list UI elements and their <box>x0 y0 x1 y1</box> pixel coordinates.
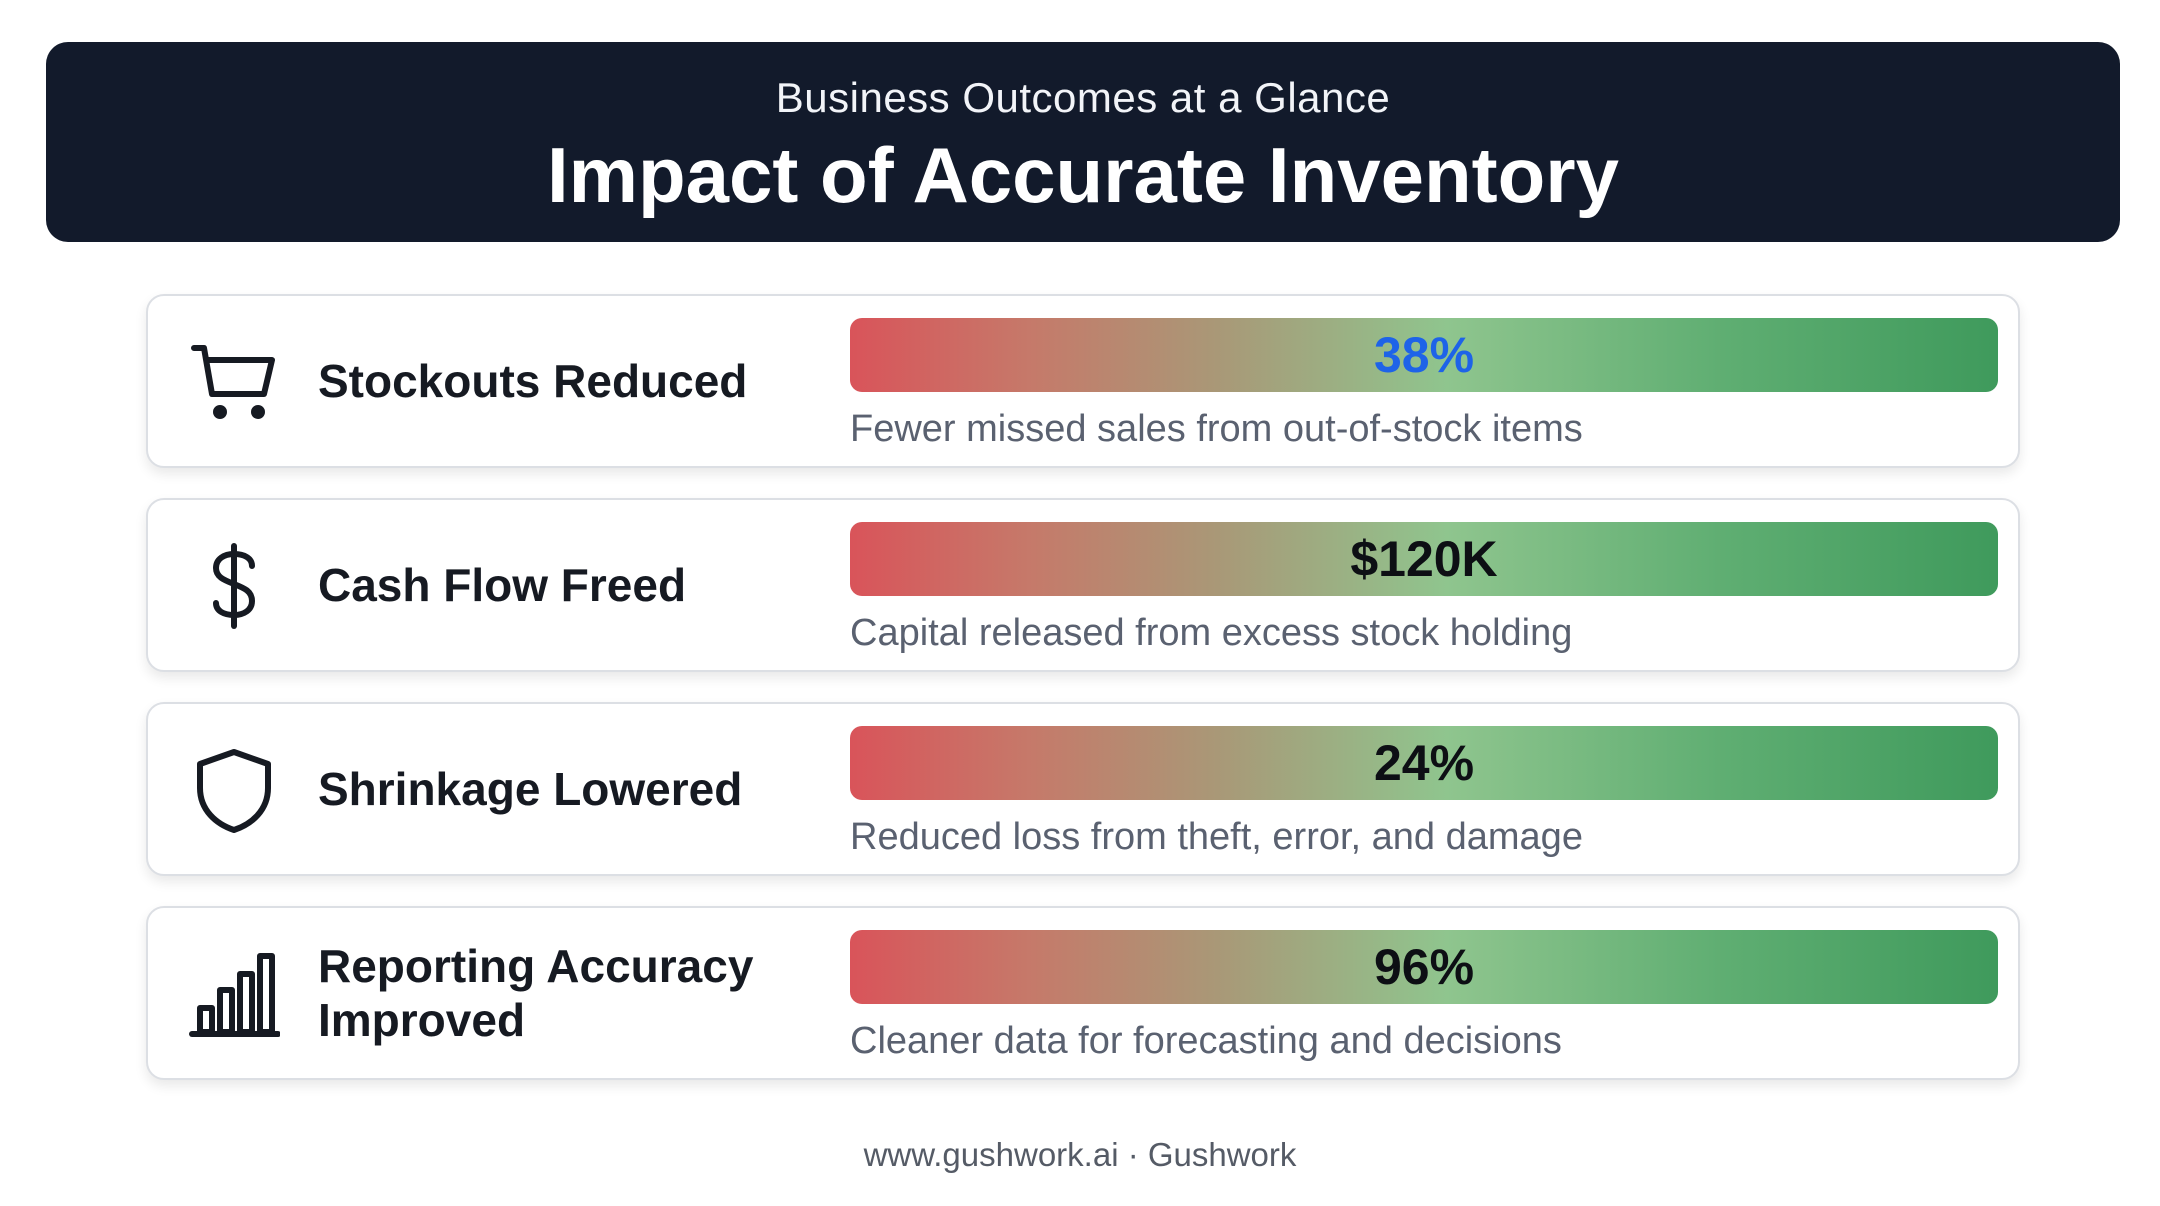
metric-description: Capital released from excess stock holdi… <box>850 612 1573 654</box>
metric-description: Fewer missed sales from out-of-stock ite… <box>850 408 1583 450</box>
metric-label: Stockouts Reduced <box>318 355 748 407</box>
metric-value-bar: $120K <box>850 522 1998 596</box>
metric-value-bar: 24% <box>850 726 1998 800</box>
page-title: Impact of Accurate Inventory <box>546 131 1620 219</box>
metric-value-bar: 38% <box>850 318 1998 392</box>
metric-label: Reporting Accuracy Improved <box>318 940 754 1046</box>
metric-card-reporting: Reporting Accuracy Improved 96% Cleaner … <box>146 906 2020 1080</box>
footer-credit: www.gushwork.ai · Gushwork <box>863 1136 1297 1173</box>
dollar-sign-icon <box>188 540 280 632</box>
metric-value-bar: 96% <box>850 930 1998 1004</box>
shield-icon <box>188 744 280 836</box>
bar-chart-icon <box>188 948 280 1040</box>
page-subtitle: Business Outcomes at a Glance <box>775 74 1391 121</box>
metric-description: Cleaner data for forecasting and decisio… <box>850 1020 1562 1062</box>
metric-card-stockouts: Stockouts Reduced 38% Fewer missed sales… <box>146 294 2020 468</box>
metric-card-cash-flow: Cash Flow Freed $120K Capital released f… <box>146 498 2020 672</box>
metric-label: Cash Flow Freed <box>318 559 687 611</box>
metric-label: Shrinkage Lowered <box>318 763 743 815</box>
metric-description: Reduced loss from theft, error, and dama… <box>850 816 1583 858</box>
header-banner: Business Outcomes at a Glance Impact of … <box>46 42 2120 242</box>
metric-card-shrinkage: Shrinkage Lowered 24% Reduced loss from … <box>146 702 2020 876</box>
shopping-cart-icon <box>188 336 280 428</box>
